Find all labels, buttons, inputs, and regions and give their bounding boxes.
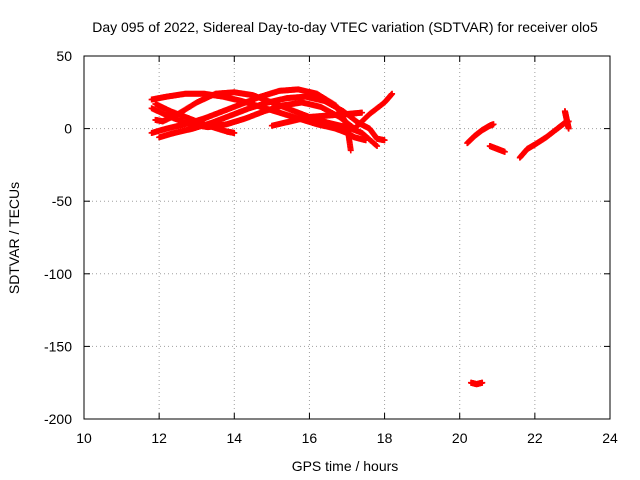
x-tick-label: 14 xyxy=(226,430,242,446)
y-axis-tick-labels: 50 0 -50 -100 -150 -200 xyxy=(44,48,72,427)
axis-ticks xyxy=(83,55,611,420)
data-point xyxy=(501,148,508,155)
data-point xyxy=(381,137,388,144)
y-tick-label: -100 xyxy=(44,266,72,282)
x-tick-label: 10 xyxy=(76,430,92,446)
y-tick-label: -50 xyxy=(52,193,72,209)
data-point xyxy=(231,129,238,136)
x-tick-label: 24 xyxy=(602,430,618,446)
series-track-5 xyxy=(152,100,238,136)
y-axis-title: SDTVAR / TECUs xyxy=(6,182,22,294)
y-tick-label: 0 xyxy=(64,121,72,137)
data-point xyxy=(490,121,497,128)
data-point xyxy=(479,379,486,386)
x-tick-label: 20 xyxy=(452,430,468,446)
x-axis-tick-labels: 10 12 14 16 18 20 22 24 xyxy=(76,430,618,446)
data-points xyxy=(148,86,572,388)
x-tick-label: 12 xyxy=(151,430,167,446)
series-track-8 xyxy=(464,121,497,147)
y-tick-label: -150 xyxy=(44,338,72,354)
y-tick-label: -200 xyxy=(44,411,72,427)
x-axis-title: GPS time / hours xyxy=(292,458,399,474)
data-point xyxy=(565,125,572,132)
x-tick-label: 16 xyxy=(302,430,318,446)
data-point xyxy=(359,109,366,116)
x-tick-label: 22 xyxy=(527,430,543,446)
series-track-9 xyxy=(486,143,508,155)
data-point xyxy=(374,143,381,150)
series-track-7 xyxy=(268,109,366,129)
series-track-10 xyxy=(516,118,572,161)
data-point xyxy=(389,90,396,97)
series-track-6 xyxy=(152,89,381,150)
series-track-12 xyxy=(467,379,486,388)
y-tick-label: 50 xyxy=(56,48,72,64)
series-track-11 xyxy=(561,108,572,132)
plot-frame xyxy=(83,55,611,420)
data-point xyxy=(347,147,354,154)
chart-title: Day 095 of 2022, Sidereal Day-to-day VTE… xyxy=(92,19,598,35)
x-tick-label: 18 xyxy=(377,430,393,446)
